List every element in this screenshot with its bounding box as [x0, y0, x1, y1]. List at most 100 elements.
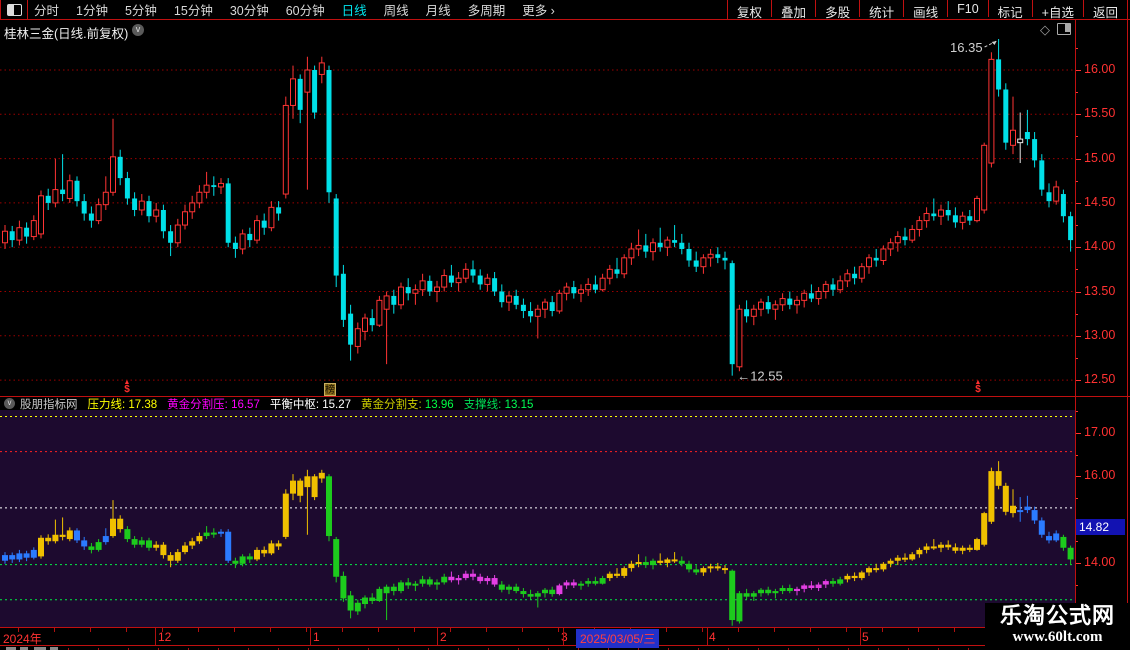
period-menu-item[interactable]: 更多 › — [522, 4, 555, 18]
window-right-border — [1127, 0, 1128, 650]
week-tick — [126, 628, 127, 632]
axis-tick — [1075, 335, 1081, 337]
axis-tick — [1075, 584, 1078, 586]
time-axis-label: 4 — [709, 630, 716, 644]
week-tick — [882, 628, 883, 632]
time-axis-label: 1 — [313, 630, 320, 644]
watermark-url: www.60lt.com — [1012, 629, 1103, 645]
axis-tick — [1075, 497, 1078, 499]
period-menu-item[interactable]: 5分钟 — [124, 4, 157, 18]
period-menu-item[interactable]: 分时 — [34, 4, 60, 18]
week-tick — [666, 628, 667, 632]
top-toolbar: 分时 1分钟 5分钟 15分钟 30分钟 60分钟 日线 周线 月线 多周期 更多 › 复权 叠加 多股… — [0, 0, 1130, 20]
indicator-header: v 股朋指标网 压力线: 17.38 黄金分割压: 16.57 平衡中枢: 15.2… — [0, 397, 1075, 411]
week-tick — [306, 628, 307, 632]
axis-tick — [1075, 313, 1078, 315]
chart-title: 桂林三金(日线.前复权) — [4, 27, 129, 41]
period-menu-item[interactable]: 1分钟 — [76, 4, 108, 18]
period-menu-item[interactable]: 15分钟 — [173, 4, 213, 18]
time-axis: 2025/03/05/三 2024年 12 1 2 3 4 5 — [0, 628, 1130, 648]
axis-tick — [1075, 411, 1078, 413]
action-menu-item[interactable]: 多股 — [816, 0, 861, 20]
action-menu-item[interactable]: 叠加 — [772, 0, 817, 20]
axis-tick-label: 15.00 — [1084, 150, 1116, 165]
action-menu: 复权 叠加 多股 统计 画线 F10 标记 +自选 返回 — [727, 0, 1128, 20]
axis-tick — [1075, 92, 1078, 94]
week-tick — [702, 628, 703, 632]
time-axis-label: 3 — [561, 630, 568, 644]
action-menu-item[interactable]: F10 — [948, 0, 989, 17]
layout-icon — [6, 3, 22, 16]
margin-trading-icon[interactable]: ▲ $ — [974, 379, 982, 395]
svg-text:←12.55: ←12.55 — [737, 369, 783, 384]
panel-icon[interactable] — [1057, 23, 1071, 35]
week-tick — [162, 628, 163, 632]
week-tick — [522, 628, 523, 632]
main-candlestick-chart[interactable]: 16.35 ←12.55 ▲ $ 榜 ▲ $ — [0, 38, 1075, 397]
axis-tick-label: 16.00 — [1084, 62, 1116, 76]
period-menu-item[interactable]: 日线 — [341, 4, 367, 18]
indicator-param: 平衡中枢: 15.27 — [269, 398, 352, 411]
axis-tick-label: 16.00 — [1084, 468, 1116, 483]
axis-tick-label: 17.00 — [1084, 425, 1116, 439]
axis-tick — [1075, 291, 1081, 293]
axis-tick — [1075, 357, 1078, 359]
month-separator — [310, 628, 311, 645]
diamond-icon[interactable]: ◇ — [1040, 22, 1050, 37]
week-tick — [738, 628, 739, 632]
axis-line — [0, 627, 1130, 628]
action-menu-item[interactable]: 返回 — [1084, 0, 1128, 20]
watermark: 乐淘公式网 www.60lt.com — [985, 603, 1130, 650]
week-tick — [774, 628, 775, 632]
time-axis-label: 12 — [158, 630, 172, 644]
action-menu-item[interactable]: 画线 — [904, 0, 949, 20]
title-row: 桂林三金(日线.前复权) v ◇ — [0, 20, 1075, 41]
week-tick — [918, 628, 919, 632]
week-tick — [846, 628, 847, 632]
period-menu-item[interactable]: 60分钟 — [285, 4, 325, 18]
week-tick — [54, 628, 55, 632]
month-separator — [860, 628, 861, 645]
action-menu-item[interactable]: 标记 — [989, 0, 1033, 20]
period-menu-item[interactable]: 周线 — [383, 4, 409, 18]
axis-tick — [1075, 158, 1081, 160]
period-menu-item[interactable]: 30分钟 — [229, 4, 269, 18]
period-menu-item[interactable]: 多周期 — [467, 4, 506, 18]
axis-tick-label: 14.00 — [1084, 239, 1116, 254]
action-menu-item[interactable]: 统计 — [860, 0, 905, 20]
indicator-name[interactable]: 股朋指标网 — [20, 398, 78, 411]
axis-tick — [1075, 136, 1078, 138]
axis-tick — [1075, 70, 1081, 71]
bottom-edge-strip — [0, 645, 1130, 650]
panel-separator-line — [0, 396, 1130, 397]
week-tick — [810, 628, 811, 632]
period-menu-item[interactable]: 月线 — [425, 4, 451, 18]
axis-tick — [1075, 225, 1078, 227]
action-menu-item[interactable]: +自选 — [1033, 0, 1084, 20]
axis-tick-label: 15.50 — [1084, 106, 1116, 121]
axis-tick — [1075, 269, 1078, 271]
indicator-param: 黄金分割压: 16.57 — [167, 398, 260, 411]
indicator-param: 支撑线: 13.15 — [463, 398, 534, 411]
week-tick — [954, 628, 955, 632]
axis-tick — [1075, 476, 1081, 478]
indicator-param: 压力线: 17.38 — [87, 398, 158, 411]
action-menu-item[interactable]: 复权 — [728, 0, 773, 20]
time-axis-label: 5 — [862, 630, 869, 644]
chevron-down-icon[interactable]: v — [4, 398, 15, 409]
indicator-chart[interactable] — [0, 410, 1075, 628]
axis-tick — [1075, 433, 1081, 434]
margin-trading-icon[interactable]: ▲ $ — [123, 379, 131, 395]
week-tick — [450, 628, 451, 632]
week-tick — [414, 628, 415, 632]
layout-toggle-button[interactable] — [0, 0, 28, 19]
month-separator — [155, 628, 156, 645]
window-left-border — [0, 0, 1, 20]
month-separator — [563, 628, 564, 645]
chevron-down-icon[interactable]: v — [132, 24, 144, 36]
rank-badge-icon[interactable]: 榜 — [324, 383, 336, 396]
price-axis: 16.00 15.50 15.00 14.50 14.00 13.50 13.00 12.50… — [1075, 20, 1127, 645]
watermark-title: 乐淘公式网 — [999, 603, 1115, 628]
axis-tick — [1075, 202, 1081, 204]
